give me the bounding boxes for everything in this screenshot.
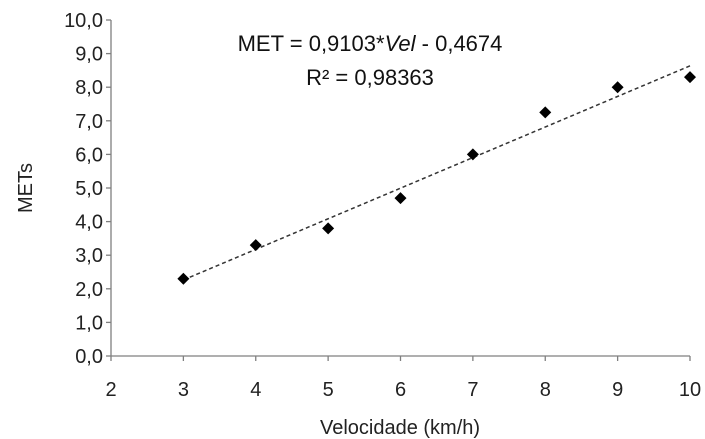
y-tick-label: 8,0 [75, 77, 103, 99]
data-point [249, 239, 262, 252]
y-tick-label: 2,0 [75, 279, 103, 301]
data-points [177, 71, 696, 285]
y-tick-labels: 0,0 1,0 2,0 3,0 4,0 5,0 6,0 7,0 8,0 9,0 10,0 [64, 10, 103, 368]
y-tick-label: 9,0 [75, 44, 103, 66]
x-tick-label: 7 [467, 379, 478, 401]
x-tick-label: 8 [540, 379, 551, 401]
y-tick-label: 5,0 [75, 178, 103, 200]
y-tick-label: 4,0 [75, 212, 103, 234]
x-tick-label: 2 [105, 379, 116, 401]
data-point [322, 222, 335, 235]
y-tick-label: 6,0 [75, 144, 103, 166]
x-tick-label: 4 [250, 379, 261, 401]
y-tick-label: 3,0 [75, 245, 103, 267]
data-point [394, 192, 407, 205]
y-tick-label: 10,0 [64, 10, 103, 32]
x-tick-label: 5 [323, 379, 334, 401]
x-tick-label: 10 [679, 379, 701, 401]
x-tick-labels: 2 3 4 5 6 7 8 9 10 [105, 379, 701, 401]
r-squared: R² = 0,98363 [306, 65, 434, 90]
data-point [177, 272, 190, 285]
data-point [466, 148, 479, 161]
tick-marks [106, 19, 691, 361]
x-axis-title: Velocidade (km/h) [320, 417, 480, 439]
trendline [183, 65, 691, 281]
y-axis-title: METs [15, 163, 37, 213]
x-tick-label: 3 [178, 379, 189, 401]
y-tick-label: 1,0 [75, 312, 103, 334]
trendline-equation: MET = 0,9103*Vel - 0,4674 [238, 31, 503, 56]
data-point [684, 71, 696, 84]
data-point [539, 106, 552, 119]
y-tick-label: 0,0 [75, 346, 103, 368]
y-tick-label: 7,0 [75, 111, 103, 133]
x-tick-label: 9 [612, 379, 623, 401]
data-point [611, 81, 624, 94]
x-tick-label: 6 [395, 379, 406, 401]
